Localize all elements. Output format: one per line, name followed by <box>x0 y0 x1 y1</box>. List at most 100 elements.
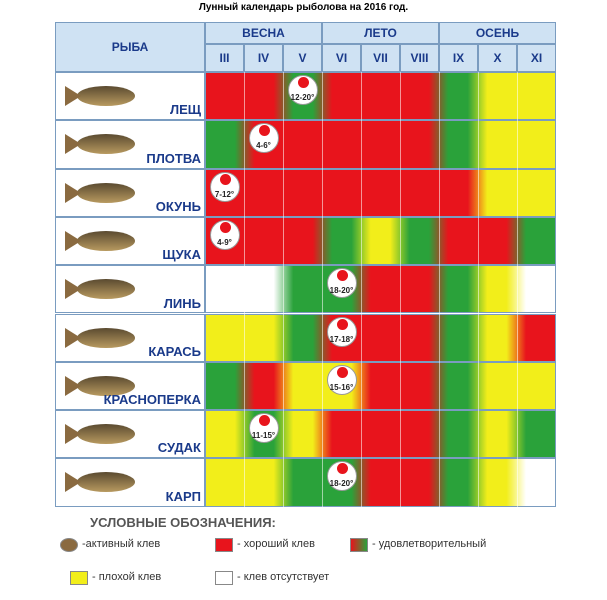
fish-body <box>77 134 135 155</box>
cell-divider <box>439 216 440 266</box>
cell-divider <box>244 265 245 314</box>
cell-divider <box>322 313 323 362</box>
badge-text: 4-6° <box>256 141 271 151</box>
row-frame <box>55 168 205 217</box>
season-header: ОСЕНЬ <box>439 22 556 44</box>
cell-divider <box>478 458 479 507</box>
cell-divider <box>400 168 401 217</box>
fish-tail <box>65 424 81 445</box>
month-header: XI <box>517 44 556 72</box>
rating-strip <box>205 168 556 217</box>
badge-text: 12-20° <box>290 93 315 102</box>
cell-divider <box>400 313 401 362</box>
season-header: ЛЕТО <box>322 22 439 44</box>
badge-text: 18-20° <box>329 479 354 489</box>
month-header: IV <box>244 44 283 72</box>
cell-divider <box>439 410 440 459</box>
cell-divider <box>517 168 518 217</box>
cell-divider <box>478 313 479 362</box>
badge-dot <box>297 77 309 88</box>
cell-divider <box>283 168 284 217</box>
cell-divider <box>400 120 401 169</box>
cell-divider <box>283 216 284 266</box>
cell-divider <box>439 120 440 169</box>
cell-divider <box>244 313 245 362</box>
row-frame <box>55 458 205 507</box>
fish-name: ЩУКА <box>162 247 201 263</box>
cell-divider <box>283 410 284 459</box>
fish-name: ПЛОТВА <box>146 150 201 166</box>
legend-label: - удовлетворительный <box>372 538 487 550</box>
badge-dot <box>336 270 348 282</box>
cell-divider <box>244 72 245 121</box>
badge-text: 17-18° <box>329 334 354 344</box>
fish-body <box>77 86 135 106</box>
cell-divider <box>322 265 323 314</box>
cell-divider <box>283 72 284 121</box>
cell-divider <box>244 361 245 411</box>
cell-divider <box>478 410 479 459</box>
fish-tail <box>65 327 81 348</box>
rating-strip <box>205 313 556 362</box>
badge: 17-18° <box>326 316 357 347</box>
cell-divider <box>439 72 440 121</box>
legend-swatch <box>215 538 233 552</box>
rating-strip <box>205 216 556 266</box>
month-header: V <box>283 44 322 72</box>
cell-divider <box>478 168 479 217</box>
cell-divider <box>439 313 440 362</box>
badge: 18-20° <box>326 461 357 492</box>
cell-divider <box>400 72 401 121</box>
cell-divider <box>322 72 323 121</box>
month-header: VII <box>361 44 400 72</box>
rating-strip <box>205 72 556 121</box>
fish-header: РЫБА <box>55 22 205 72</box>
cell-divider <box>283 361 284 411</box>
cell-divider <box>439 458 440 507</box>
badge-text: 4-9° <box>217 237 232 247</box>
cell-divider <box>517 120 518 169</box>
fish-name: СУДАК <box>157 440 201 456</box>
fish-body <box>77 230 135 251</box>
cell-divider <box>478 361 479 411</box>
cell-divider <box>400 361 401 411</box>
cell-divider <box>361 265 362 314</box>
badge-dot <box>336 318 348 330</box>
cell-divider <box>244 216 245 266</box>
badge-dot <box>258 125 270 137</box>
cell-divider <box>322 410 323 459</box>
legend-label: - хороший клев <box>237 538 315 550</box>
cell-divider <box>283 313 284 362</box>
fish-tail <box>65 230 81 251</box>
badge-text: 7-12° <box>214 189 235 199</box>
fish-name: КАРП <box>165 488 201 504</box>
cell-divider <box>478 216 479 266</box>
season-header: ВЕСНА <box>205 22 322 44</box>
cell-divider <box>361 361 362 411</box>
row-frame <box>55 313 205 362</box>
legend-label: - плохой клев <box>92 571 162 583</box>
badge: 7-12° <box>209 171 240 202</box>
fish-body <box>77 424 135 445</box>
fish-name: КАРАСЬ <box>148 343 201 359</box>
cell-divider <box>283 458 284 507</box>
badge-text: 15-16° <box>329 382 354 392</box>
fish-tail <box>65 375 81 396</box>
legend-label: -активный клев <box>82 538 161 550</box>
fish-tail <box>65 134 81 155</box>
cell-divider <box>361 168 362 217</box>
badge-dot <box>258 415 270 427</box>
cell-divider <box>283 265 284 314</box>
month-header: X <box>478 44 517 72</box>
fish-body <box>77 375 135 396</box>
row-frame <box>55 410 205 459</box>
month-header: VI <box>322 44 361 72</box>
badge: 11-15° <box>248 413 279 444</box>
cell-divider <box>322 216 323 266</box>
cell-divider <box>439 361 440 411</box>
cell-divider <box>478 120 479 169</box>
row-frame <box>55 120 205 169</box>
cell-divider <box>361 120 362 169</box>
fish-body <box>77 472 135 493</box>
